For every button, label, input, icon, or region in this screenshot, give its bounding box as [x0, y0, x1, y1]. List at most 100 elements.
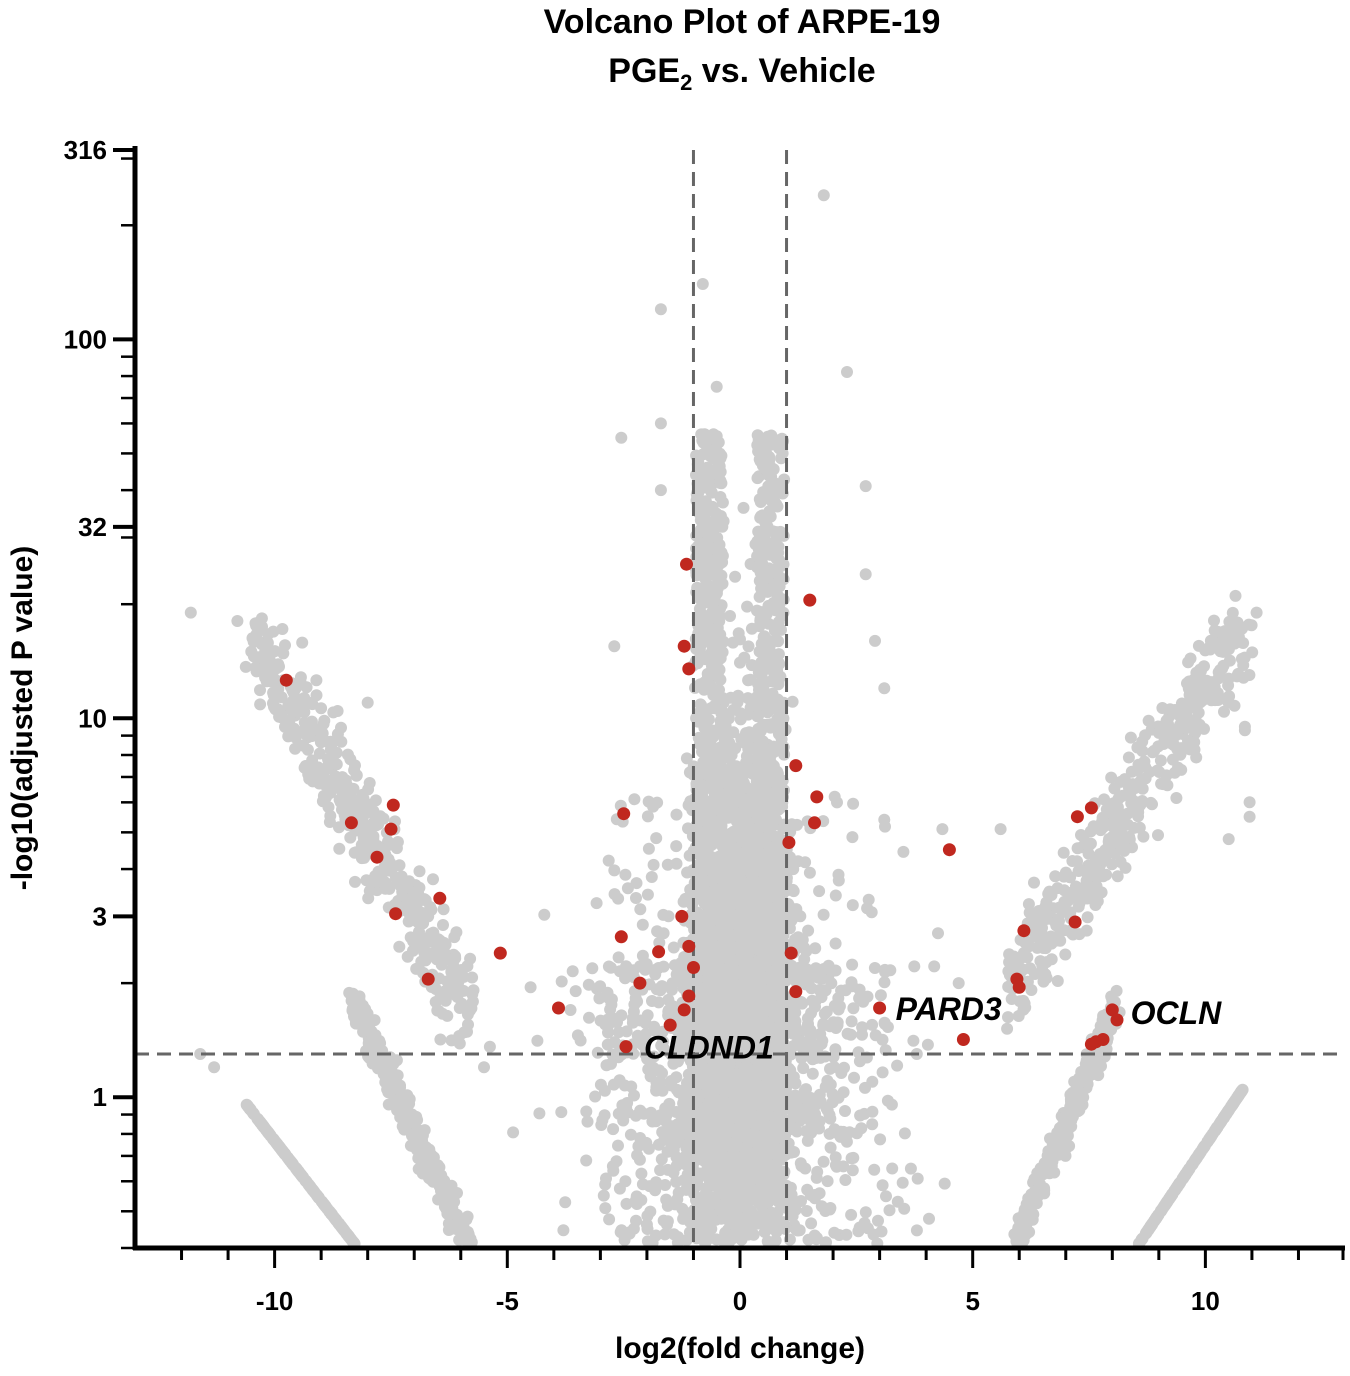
gene-point: [721, 944, 734, 957]
gene-point: [819, 1050, 832, 1063]
gene-point: [772, 635, 785, 648]
gene-point: [751, 989, 764, 1001]
gene-point: [642, 842, 655, 855]
gene-point: [751, 472, 764, 485]
gene-point: [911, 1172, 924, 1185]
gene-point: [878, 963, 891, 976]
gene-point: [898, 1202, 911, 1215]
gene-point: [806, 1067, 819, 1080]
gene-point: [703, 621, 716, 634]
gene-point: [733, 1230, 746, 1243]
gene-point: [921, 1038, 934, 1051]
gene-point: [641, 888, 654, 901]
gene-point: [804, 1035, 817, 1048]
gene-point: [745, 844, 758, 857]
gene-point: [650, 1229, 662, 1242]
gene-point: [782, 1062, 795, 1075]
gene-point: [662, 910, 675, 923]
gene-point: [601, 1013, 614, 1026]
gene-point: [741, 754, 754, 767]
gene-point: [828, 999, 841, 1012]
gene-point: [705, 850, 717, 863]
gene-point: [707, 1173, 719, 1186]
gene-point: [636, 918, 649, 931]
gene-point: [628, 793, 641, 806]
gene-point: [866, 1118, 879, 1131]
chart-title-rest: vs. Vehicle: [692, 52, 875, 90]
gene-point: [697, 997, 710, 1010]
gene-point: [569, 985, 582, 998]
gene-point: [923, 1212, 935, 1225]
gene-point: [832, 868, 845, 881]
gene-point: [724, 801, 737, 814]
gene-point: [904, 1162, 917, 1175]
gene-point: [699, 920, 712, 933]
gene-point: [667, 941, 680, 954]
gene-point: [231, 615, 244, 627]
gene-point: [766, 979, 779, 992]
gene-point: [756, 735, 769, 748]
gene-point: [720, 928, 733, 941]
background-points: [184, 189, 1263, 1250]
gene-point: [741, 600, 754, 613]
gene-point: [703, 1071, 716, 1084]
gene-point: [651, 925, 664, 938]
gene-point: [670, 808, 683, 821]
gene-point: [766, 687, 779, 700]
gene-point: [566, 965, 579, 978]
gene-point: [852, 1046, 865, 1059]
chart-title-subscript: 2: [680, 70, 692, 95]
gene-point: [803, 866, 816, 879]
gene-point: [897, 845, 910, 858]
gene-point: [645, 871, 658, 883]
gene-point: [740, 1014, 752, 1027]
gene-point: [847, 1151, 860, 1164]
gene-point: [728, 886, 741, 899]
gene-point: [762, 469, 775, 482]
gene-point: [644, 1205, 657, 1218]
gene-point: [714, 474, 727, 487]
gene-point: [747, 1091, 760, 1104]
gene-point: [753, 790, 766, 802]
gene-point: [764, 483, 777, 496]
gene-point: [789, 1203, 802, 1216]
gene-point: [819, 984, 832, 997]
gene-point: [805, 1217, 818, 1230]
gene-point: [834, 1130, 847, 1143]
gene-point: [706, 598, 719, 611]
gene-point: [699, 1151, 712, 1164]
gene-point: [866, 1105, 879, 1118]
gene-point: [709, 963, 721, 976]
gene-point: [715, 989, 727, 1002]
gene-point: [650, 1176, 662, 1189]
gene-point: [896, 1176, 909, 1189]
gene-point: [861, 902, 874, 915]
gene-point: [883, 1204, 896, 1217]
gene-point: [597, 1189, 610, 1202]
gene-point: [659, 1179, 672, 1191]
gene-point: [799, 967, 812, 979]
gene-point: [647, 858, 660, 871]
gene-point: [620, 1025, 633, 1038]
gene-point: [765, 888, 778, 901]
gene-point: [564, 1004, 577, 1016]
chart-title-line1: Volcano Plot of ARPE-19: [544, 3, 941, 41]
gene-point: [624, 1226, 636, 1239]
gene-point: [764, 510, 777, 523]
gene-point: [599, 1178, 612, 1191]
gene-point: [704, 1102, 717, 1115]
gene-point: [714, 510, 727, 522]
gene-point: [741, 692, 754, 705]
gene-point: [823, 1203, 836, 1216]
gene-point: [652, 1138, 665, 1151]
gene-point: [844, 1028, 857, 1041]
gene-point: [720, 1125, 732, 1137]
gene-point: [749, 1111, 762, 1123]
gene-point: [665, 1075, 678, 1087]
gene-point: [665, 983, 678, 996]
gene-point: [829, 1151, 842, 1164]
gene-point: [701, 932, 714, 945]
gene-point: [766, 771, 779, 783]
gene-point: [752, 709, 765, 722]
